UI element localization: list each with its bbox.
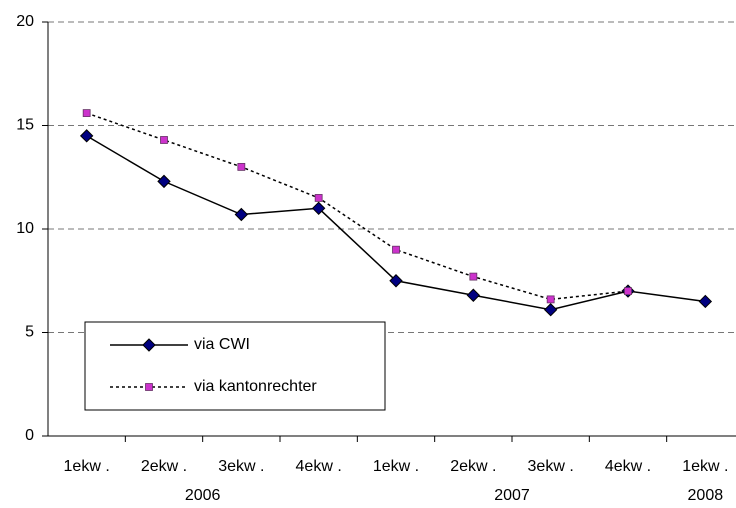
x-tick-label: 4ekw .: [605, 458, 651, 475]
x-tick-label: 4ekw .: [296, 458, 342, 475]
x-group-label: 2006: [185, 487, 221, 504]
y-tick-label: 5: [25, 324, 34, 341]
marker: [698, 294, 713, 309]
marker: [82, 109, 91, 117]
marker: [624, 287, 632, 296]
marker: [145, 383, 153, 391]
marker: [234, 207, 249, 222]
legend: via CWI via kantonrechter: [84, 321, 386, 411]
x-group-label: 2008: [688, 487, 724, 504]
legend-label: via CWI: [194, 336, 250, 353]
x-tick-label: 2ekw .: [450, 458, 496, 475]
x-group-label: 2007: [494, 487, 530, 504]
x-tick-label: 1ekw .: [682, 458, 728, 475]
marker: [466, 288, 481, 302]
marker: [237, 162, 246, 171]
legend-label: via kantonrechter: [194, 378, 317, 395]
x-tick-label: 3ekw .: [218, 458, 264, 475]
marker: [160, 136, 168, 144]
series: [82, 109, 632, 304]
marker: [392, 245, 400, 254]
marker: [311, 201, 326, 216]
marker: [79, 129, 94, 143]
y-tick-label: 10: [16, 220, 34, 237]
y-tick-label: 0: [25, 427, 34, 444]
x-tick-label: 1ekw .: [64, 458, 110, 475]
x-tick-label: 2ekw .: [141, 458, 187, 475]
series: [79, 129, 713, 317]
y-tick-label: 15: [16, 117, 34, 134]
marker: [469, 272, 478, 281]
marker: [157, 174, 171, 189]
legend-box: [84, 321, 386, 411]
marker: [314, 194, 323, 202]
x-tick-label: 3ekw .: [528, 458, 574, 475]
marker: [389, 274, 403, 288]
marker: [546, 295, 555, 304]
y-tick-label: 20: [16, 13, 34, 30]
marker: [142, 338, 156, 352]
x-tick-label: 1ekw .: [373, 458, 419, 475]
marker: [543, 303, 558, 317]
